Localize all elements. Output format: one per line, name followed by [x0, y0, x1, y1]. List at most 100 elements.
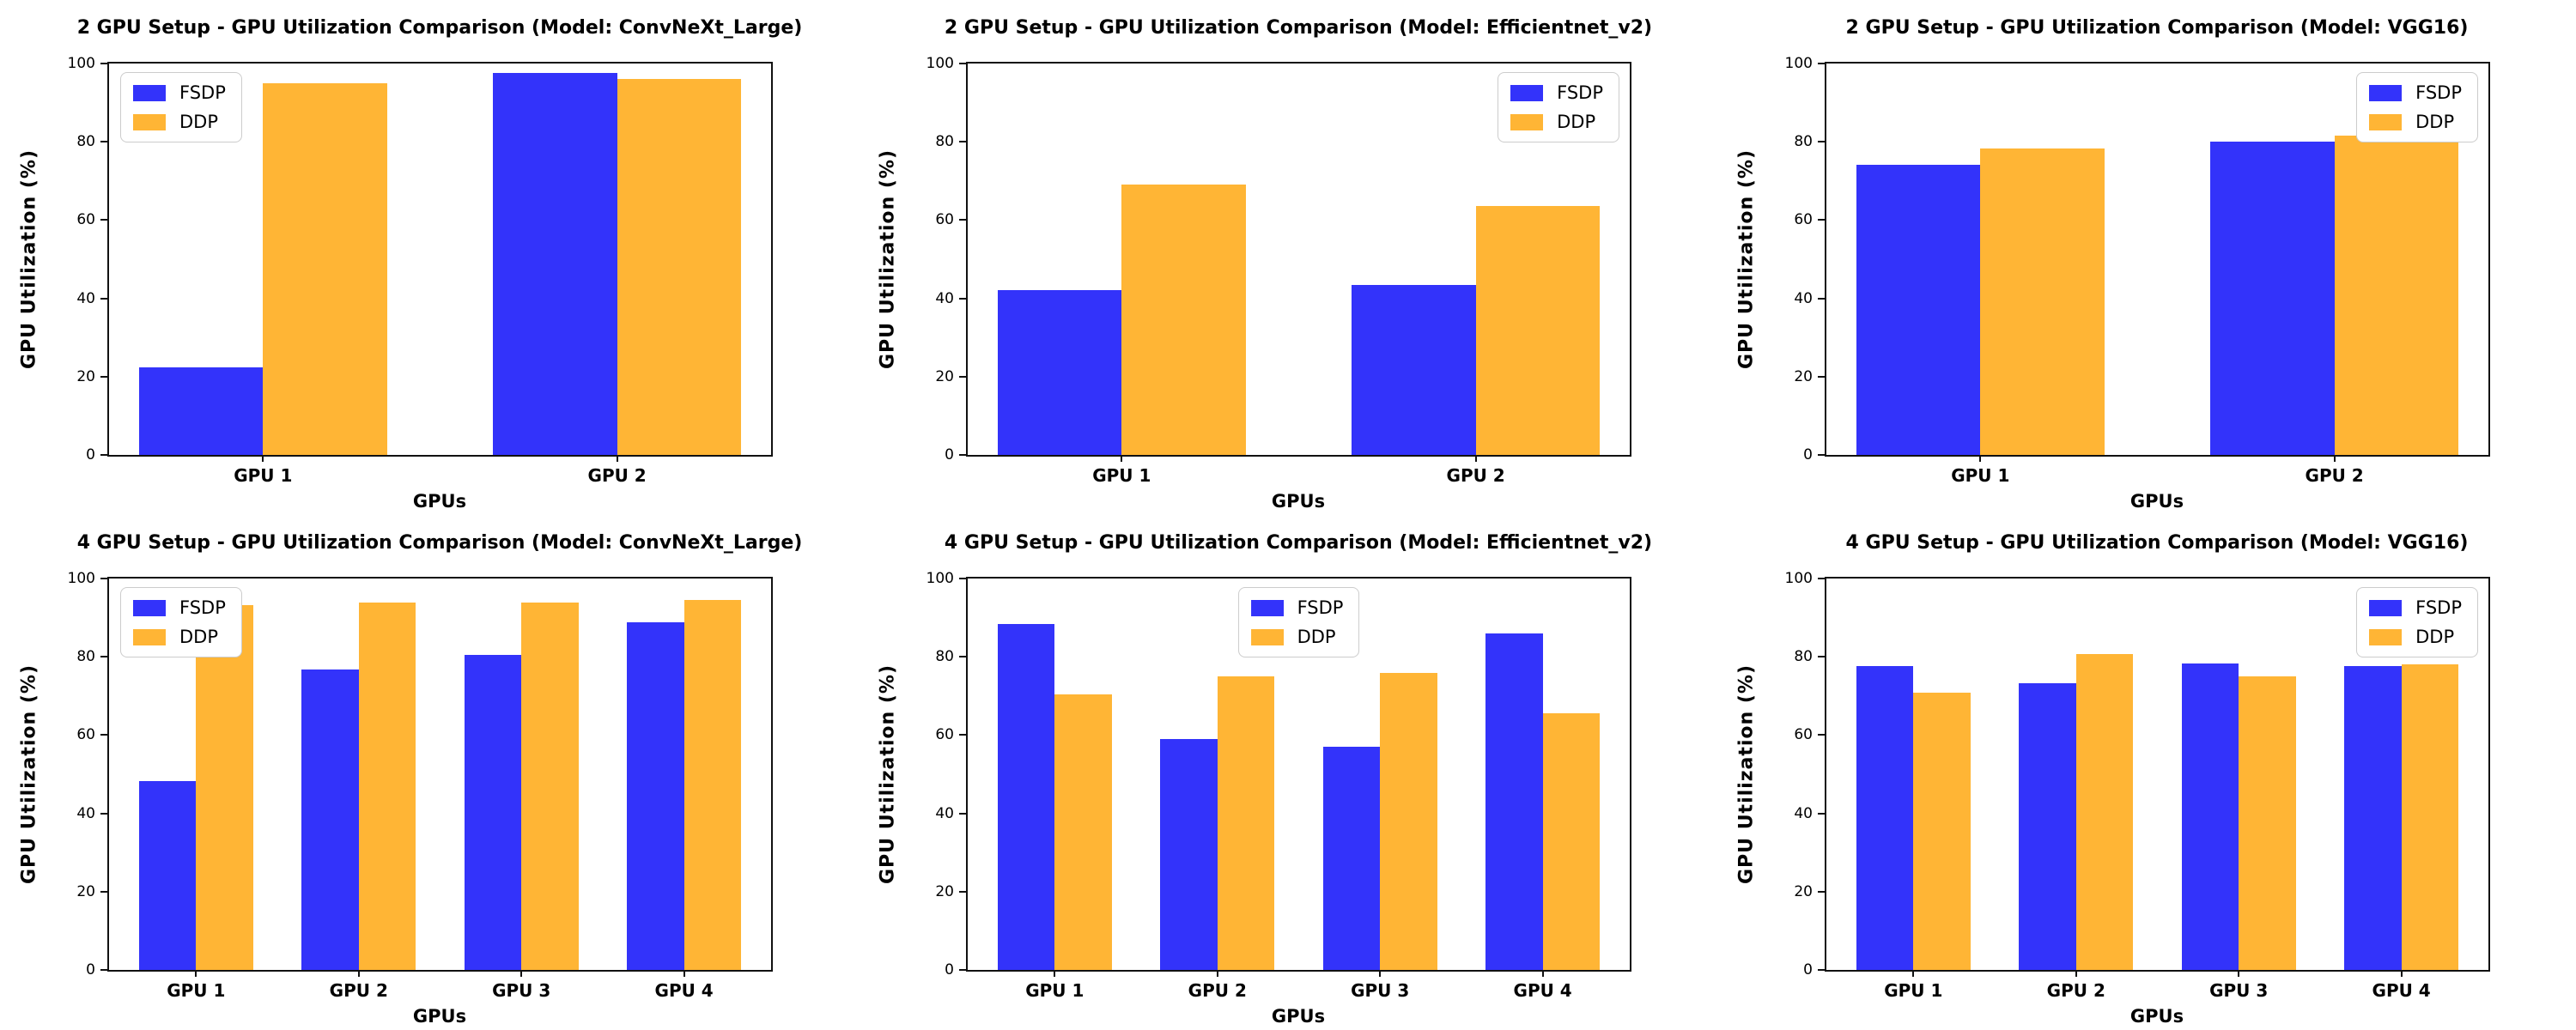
chart-4gpu-vgg16: 4 GPU Setup - GPU Utilization Comparison… — [1717, 515, 2576, 1030]
y-axis-label: GPU Utilization (%) — [877, 148, 899, 370]
y-tick-mark — [100, 578, 107, 579]
y-tick-label: 60 — [935, 726, 954, 744]
bar-fsdp-gpu-3 — [1322, 746, 1381, 970]
y-tick-label: 80 — [1794, 648, 1813, 666]
bar-ddp-gpu-1 — [263, 82, 387, 455]
y-tick-label: 0 — [86, 446, 95, 464]
bar-ddp-gpu-3 — [521, 602, 579, 970]
y-tick-label: 20 — [935, 882, 954, 900]
legend-label: FSDP — [2415, 597, 2462, 618]
x-tick-label: GPU 2 — [2046, 980, 2105, 1001]
bar-fsdp-gpu-1 — [998, 624, 1055, 970]
x-tick-mark — [262, 455, 264, 462]
legend-swatch-ddp — [2369, 113, 2403, 130]
y-tick-label: 0 — [1803, 446, 1813, 464]
legend-label: DDP — [2415, 112, 2455, 132]
x-tick-mark — [357, 970, 360, 977]
x-tick-mark — [2400, 970, 2403, 977]
legend-item-fsdp: FSDP — [2369, 598, 2462, 617]
legend-item-fsdp: FSDP — [133, 83, 226, 102]
legend-item-ddp: DDP — [1510, 112, 1603, 131]
y-tick-label: 40 — [935, 289, 954, 307]
y-tick-mark — [1818, 141, 1825, 143]
bar-fsdp-gpu-3 — [464, 655, 522, 970]
y-tick-label: 60 — [1794, 211, 1813, 229]
legend: FSDP DDP — [2356, 72, 2478, 142]
y-tick-label: 20 — [1794, 882, 1813, 900]
chart-title: 4 GPU Setup - GPU Utilization Comparison… — [1845, 532, 2469, 554]
legend-item-fsdp: FSDP — [1250, 597, 1344, 618]
bar-fsdp-gpu-1 — [139, 367, 264, 455]
y-tick-mark — [100, 454, 107, 456]
x-tick-label: GPU 4 — [654, 980, 714, 1001]
x-axis-label: GPUs — [1271, 1006, 1326, 1027]
bar-fsdp-gpu-4 — [2344, 666, 2402, 970]
x-tick-label: GPU 1 — [234, 465, 293, 486]
x-tick-mark — [1379, 970, 1382, 977]
y-tick-mark — [1818, 454, 1825, 456]
bar-ddp-gpu-3 — [2239, 676, 2296, 970]
y-tick-label: 100 — [67, 55, 95, 72]
legend-item-ddp: DDP — [133, 112, 226, 131]
legend-swatch-ddp — [2369, 628, 2403, 645]
x-tick-label: GPU 1 — [167, 980, 226, 1001]
y-tick-label: 40 — [1794, 804, 1813, 822]
bar-ddp-gpu-1 — [1054, 694, 1112, 970]
x-tick-mark — [2075, 970, 2077, 977]
x-tick-label: GPU 3 — [2209, 980, 2269, 1001]
bar-fsdp-gpu-1 — [998, 290, 1122, 455]
legend-item-fsdp: FSDP — [133, 598, 226, 617]
y-tick-mark — [100, 656, 107, 658]
y-tick-mark — [1818, 375, 1825, 378]
y-tick-mark — [1818, 297, 1825, 300]
legend-swatch-fsdp — [2369, 599, 2403, 616]
x-tick-mark — [1474, 455, 1477, 462]
legend-item-ddp: DDP — [133, 627, 226, 646]
y-axis-label: GPU Utilization (%) — [1735, 148, 1758, 370]
x-axis-label: GPUs — [2129, 491, 2184, 512]
bar-fsdp-gpu-2 — [2210, 141, 2335, 455]
bar-fsdp-gpu-4 — [1485, 633, 1543, 970]
x-tick-label: GPU 3 — [492, 980, 551, 1001]
bar-ddp-gpu-2 — [2334, 136, 2458, 455]
y-tick-mark — [100, 63, 107, 64]
bar-ddp-gpu-2 — [1217, 676, 1275, 970]
y-tick-mark — [959, 812, 966, 815]
x-tick-label: GPU 2 — [587, 465, 647, 486]
bar-ddp-gpu-4 — [2401, 663, 2458, 970]
x-tick-label: GPU 1 — [1884, 980, 1943, 1001]
x-tick-label: GPU 2 — [329, 980, 388, 1001]
x-tick-label: GPU 3 — [1351, 980, 1410, 1001]
x-tick-label: GPU 2 — [2305, 465, 2364, 486]
legend-label: DDP — [2415, 627, 2455, 647]
y-axis-label: GPU Utilization (%) — [18, 148, 40, 370]
legend-swatch-fsdp — [1250, 599, 1284, 616]
bar-fsdp-gpu-1 — [1856, 666, 1914, 970]
bar-fsdp-gpu-3 — [2181, 663, 2239, 970]
legend-swatch-ddp — [1250, 628, 1284, 645]
x-tick-mark — [1912, 970, 1915, 977]
x-tick-mark — [1054, 970, 1056, 977]
legend-item-fsdp: FSDP — [2369, 83, 2462, 102]
y-tick-label: 80 — [935, 648, 954, 666]
legend-label: DDP — [179, 112, 219, 132]
y-tick-mark — [100, 219, 107, 221]
bar-ddp-gpu-1 — [1121, 185, 1246, 455]
y-tick-mark — [1818, 219, 1825, 221]
y-tick-label: 0 — [86, 961, 95, 978]
y-tick-label: 0 — [1803, 961, 1813, 978]
y-tick-mark — [100, 141, 107, 143]
y-tick-label: 60 — [76, 726, 95, 744]
y-tick-label: 100 — [926, 570, 954, 587]
y-tick-label: 40 — [1794, 289, 1813, 307]
legend-label: FSDP — [1297, 597, 1344, 618]
x-axis-label: GPUs — [412, 1006, 467, 1027]
x-axis-label: GPUs — [412, 491, 467, 512]
y-tick-mark — [100, 890, 107, 893]
y-tick-mark — [1818, 812, 1825, 815]
bar-ddp-gpu-2 — [1475, 205, 1600, 455]
chart-title: 2 GPU Setup - GPU Utilization Comparison… — [944, 17, 1653, 39]
plot-area — [107, 62, 773, 457]
x-tick-mark — [2238, 970, 2240, 977]
x-tick-mark — [683, 970, 685, 977]
